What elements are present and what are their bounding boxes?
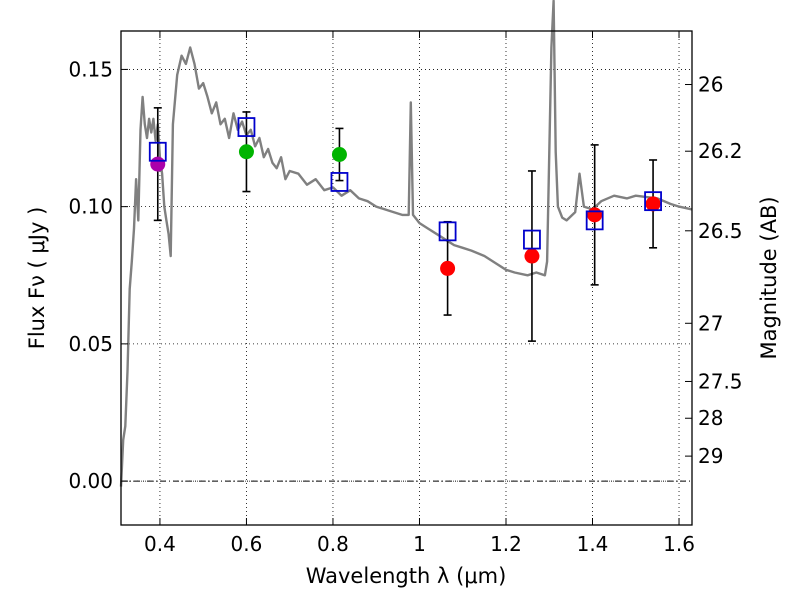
observed-point bbox=[150, 156, 166, 172]
y-axis-label: Flux Fν ( μJy ) bbox=[25, 207, 49, 350]
model-square bbox=[523, 229, 541, 250]
x-tick-label: 0.8 bbox=[317, 532, 349, 556]
y-tick-label: 0.15 bbox=[68, 57, 113, 81]
x-axis-label: Wavelength λ (μm) bbox=[306, 564, 507, 588]
y-tick-label: 0.10 bbox=[68, 195, 113, 219]
x-tick-label: 1.4 bbox=[577, 532, 609, 556]
x-tick-label: 1.6 bbox=[663, 532, 695, 556]
plot-frame bbox=[120, 30, 693, 526]
model-square bbox=[148, 141, 167, 162]
y-tick-label: 0.00 bbox=[68, 469, 113, 493]
x-tick-label: 1.2 bbox=[490, 532, 522, 556]
ticks: 0.4 0.6 0.8 1 1.2 1.4 1.6 0.00 0.05 0.10 0.15 26 26.… bbox=[68, 31, 743, 556]
x-tick-label: 0.4 bbox=[144, 532, 176, 556]
mag-tick-label: 29 bbox=[698, 444, 723, 468]
model-square bbox=[644, 191, 662, 212]
x-tick-label: 1 bbox=[413, 532, 426, 556]
observed-point bbox=[238, 144, 254, 160]
mag-tick-label: 27.5 bbox=[698, 369, 743, 393]
observed-point bbox=[331, 147, 347, 162]
series-layer bbox=[119, 0, 693, 487]
observed-point bbox=[587, 207, 603, 223]
observed-point bbox=[524, 248, 540, 264]
mag-tick-label: 26.5 bbox=[698, 219, 743, 243]
observed-point bbox=[645, 196, 661, 212]
y-tick-label: 0.05 bbox=[68, 332, 113, 356]
sed-model-line bbox=[119, 0, 693, 487]
observed-point bbox=[440, 260, 456, 276]
grid bbox=[121, 31, 692, 525]
x-tick-label: 0.6 bbox=[231, 532, 263, 556]
model-square bbox=[438, 221, 457, 242]
mag-tick-label: 26.2 bbox=[698, 139, 743, 163]
mag-tick-label: 27 bbox=[698, 311, 723, 335]
model-square bbox=[237, 117, 256, 137]
model-square bbox=[330, 172, 349, 192]
y2-axis-label: Magnitude (AB) bbox=[757, 196, 781, 359]
mag-tick-label: 26 bbox=[698, 73, 723, 97]
model-square bbox=[585, 210, 604, 231]
mag-tick-label: 28 bbox=[698, 406, 723, 430]
